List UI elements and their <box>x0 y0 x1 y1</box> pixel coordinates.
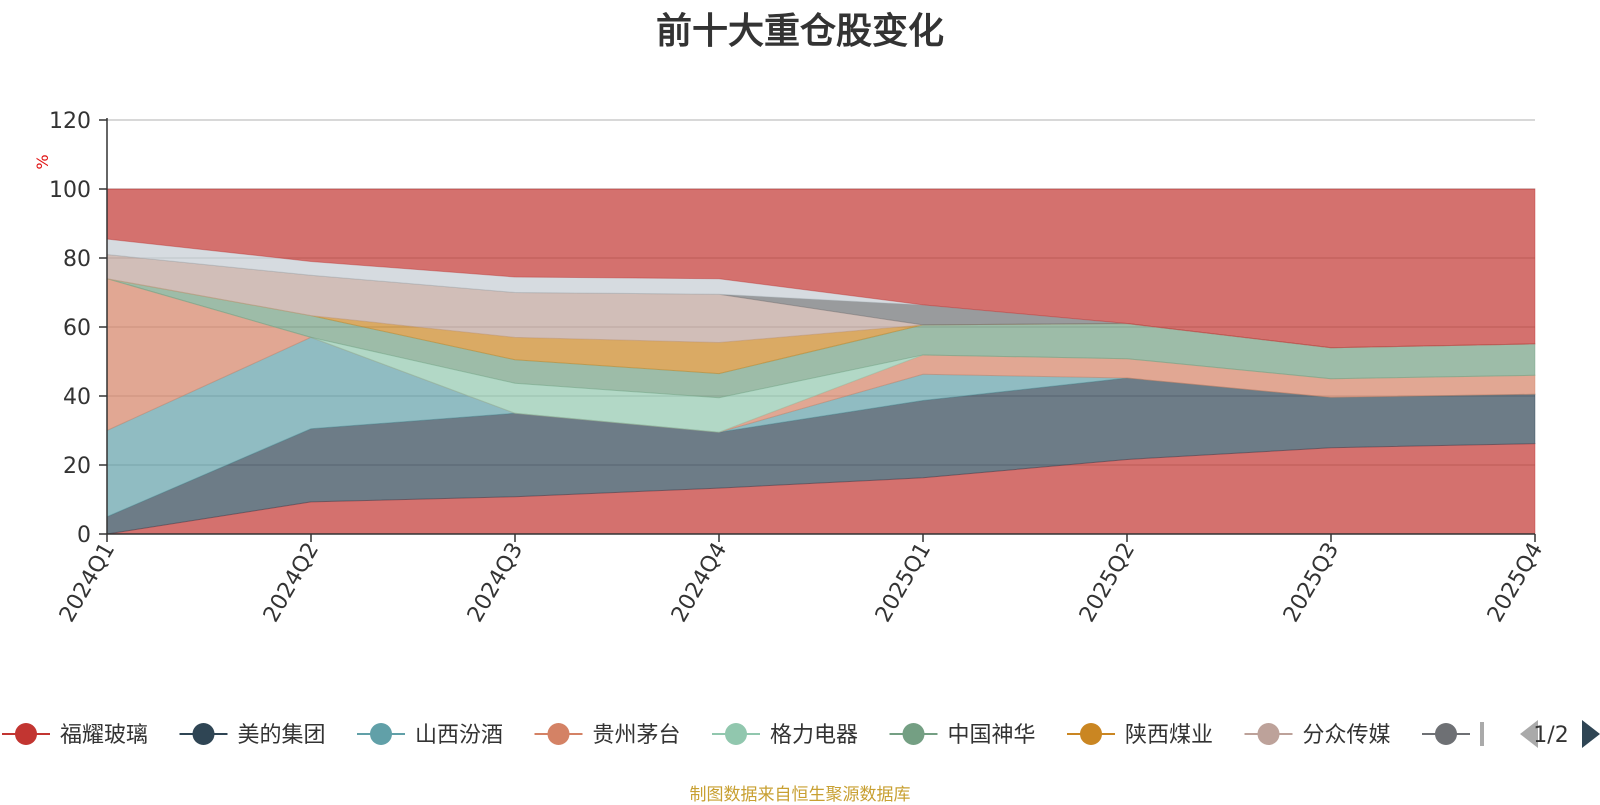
legend-marker <box>902 723 925 745</box>
legend-page-indicator: 1/2 <box>1533 723 1568 748</box>
area-series-10 <box>106 188 1536 349</box>
y-tick-label: 60 <box>63 316 91 341</box>
legend-label: 贵州茅台 <box>593 723 681 748</box>
legend-label: 美的集团 <box>238 723 326 748</box>
legend-marker <box>547 723 570 745</box>
stacked-areas <box>106 188 1536 535</box>
x-tick-label: 2025Q2 <box>1075 539 1140 627</box>
x-tick-label: 2024Q1 <box>55 539 120 627</box>
y-tick-label: 80 <box>63 247 91 272</box>
y-tick-label: 20 <box>63 454 91 479</box>
x-tick-label: 2024Q4 <box>667 539 732 627</box>
legend-label: 山西汾酒 <box>415 723 503 748</box>
x-tick-label: 2024Q2 <box>259 539 324 627</box>
legend-marker <box>1435 723 1457 745</box>
x-tick-label: 2025Q4 <box>1483 539 1548 627</box>
legend-label: 福耀玻璃 <box>60 723 148 748</box>
source-note: 制图数据来自恒生聚源数据库 <box>689 785 911 805</box>
legend-marker <box>192 723 215 745</box>
x-tick-label: 2025Q1 <box>871 539 936 627</box>
legend-label: 格力电器 <box>770 723 858 748</box>
y-tick-label: 40 <box>63 385 91 410</box>
chart-title: 前十大重仓股变化 <box>655 11 944 52</box>
y-tick-label: 120 <box>49 109 91 134</box>
legend-item-partial[interactable] <box>1422 722 1484 746</box>
legend-prev-page-icon[interactable] <box>1520 720 1538 748</box>
legend-marker <box>1257 723 1280 745</box>
legend-label: 分众传媒 <box>1303 723 1391 748</box>
legend-item[interactable]: 贵州茅台 <box>534 723 681 748</box>
legend-item[interactable]: 陕西煤业 <box>1067 723 1213 748</box>
x-tick-label: 2025Q3 <box>1279 539 1344 627</box>
legend-label: 陕西煤业 <box>1125 723 1213 748</box>
x-tick-label: 2024Q3 <box>463 539 528 627</box>
legend-marker <box>370 723 392 745</box>
legend-label: 中国神华 <box>948 723 1036 748</box>
legend-marker <box>1080 723 1102 745</box>
y-axis-label: % <box>33 154 52 169</box>
y-tick-label: 0 <box>77 523 91 548</box>
legend-item[interactable]: 格力电器 <box>712 723 858 748</box>
legend-item[interactable]: 山西汾酒 <box>357 723 503 748</box>
legend-item[interactable]: 福耀玻璃 <box>2 723 148 748</box>
legend-label-clipped <box>1480 722 1484 746</box>
legend-item[interactable]: 分众传媒 <box>1244 723 1391 748</box>
legend-marker <box>15 723 37 745</box>
y-tick-label: 100 <box>49 178 91 203</box>
legend-marker <box>725 723 747 745</box>
legend-item[interactable]: 中国神华 <box>889 723 1036 748</box>
legend-item[interactable]: 美的集团 <box>179 723 326 748</box>
legend-next-page-icon[interactable] <box>1582 720 1600 748</box>
legend: 福耀玻璃 美的集团 山西汾酒 贵州茅台 格力电器 中国神华 陕西煤业 分众传媒 1/2 <box>2 720 1600 748</box>
